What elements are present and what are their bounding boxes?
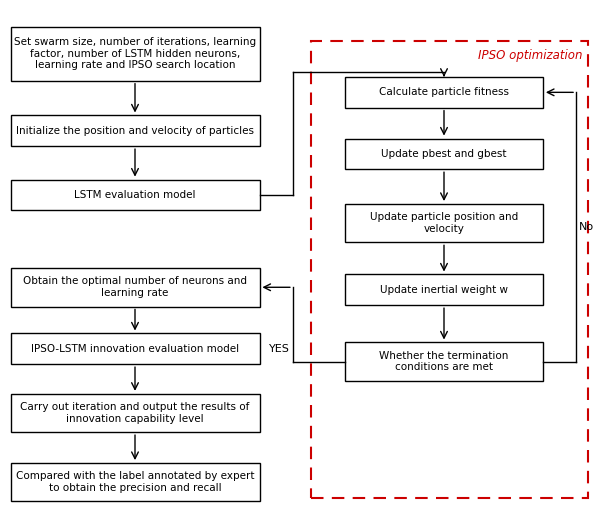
FancyBboxPatch shape — [11, 180, 260, 210]
Text: Update inertial weight w: Update inertial weight w — [380, 285, 508, 295]
Text: YES: YES — [269, 344, 290, 354]
FancyBboxPatch shape — [345, 204, 543, 243]
FancyBboxPatch shape — [11, 333, 260, 364]
Text: Update pbest and gbest: Update pbest and gbest — [381, 149, 507, 159]
Text: LSTM evaluation model: LSTM evaluation model — [74, 190, 196, 200]
FancyBboxPatch shape — [11, 394, 260, 432]
Text: Compared with the label annotated by expert
to obtain the precision and recall: Compared with the label annotated by exp… — [16, 471, 254, 493]
FancyBboxPatch shape — [11, 115, 260, 146]
Text: Whether the termination
conditions are met: Whether the termination conditions are m… — [379, 351, 509, 372]
FancyBboxPatch shape — [11, 463, 260, 502]
Text: Set swarm size, number of iterations, learning
factor, number of LSTM hidden neu: Set swarm size, number of iterations, le… — [14, 37, 256, 70]
FancyBboxPatch shape — [11, 268, 260, 306]
Text: No: No — [579, 222, 594, 232]
Text: Calculate particle fitness: Calculate particle fitness — [379, 87, 509, 97]
Text: IPSO-LSTM innovation evaluation model: IPSO-LSTM innovation evaluation model — [31, 344, 239, 354]
Text: Initialize the position and velocity of particles: Initialize the position and velocity of … — [16, 126, 254, 136]
FancyBboxPatch shape — [345, 274, 543, 305]
FancyBboxPatch shape — [11, 27, 260, 81]
Text: Update particle position and
velocity: Update particle position and velocity — [370, 212, 518, 234]
Bar — [311, 41, 588, 498]
Text: Carry out iteration and output the results of
innovation capability level: Carry out iteration and output the resul… — [20, 402, 250, 424]
Text: Obtain the optimal number of neurons and
learning rate: Obtain the optimal number of neurons and… — [23, 277, 247, 298]
Text: IPSO optimization: IPSO optimization — [478, 49, 582, 62]
FancyBboxPatch shape — [345, 77, 543, 108]
FancyBboxPatch shape — [345, 139, 543, 169]
FancyBboxPatch shape — [345, 343, 543, 381]
